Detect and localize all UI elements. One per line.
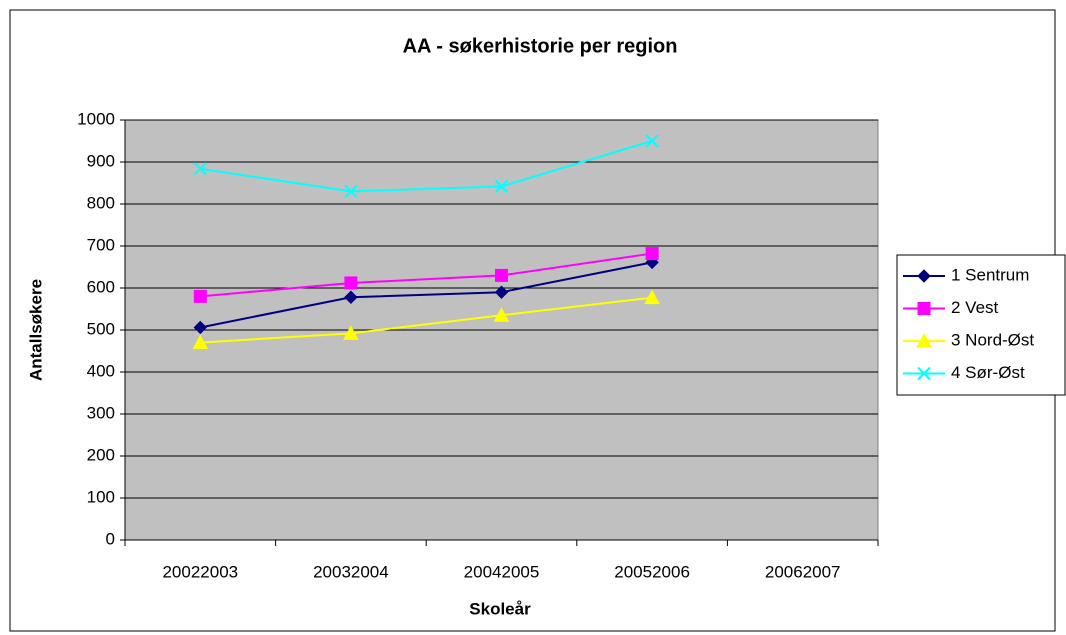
x-tick-label: 20032004 xyxy=(313,562,389,581)
series-line xyxy=(200,252,653,298)
data-point xyxy=(344,276,358,290)
series-line xyxy=(200,296,653,344)
y-axis-title: Antallsøkere xyxy=(26,279,45,381)
series-line xyxy=(200,261,653,329)
data-point xyxy=(494,179,509,194)
y-tick-label: 100 xyxy=(87,487,115,506)
y-tick-label: 900 xyxy=(87,151,115,170)
data-point xyxy=(645,247,659,261)
data-point xyxy=(344,184,358,199)
y-tick-label: 300 xyxy=(87,403,115,422)
chart-title: AA - søkerhistorie per region xyxy=(403,35,678,57)
data-point xyxy=(192,334,209,350)
y-tick-label: 400 xyxy=(87,361,115,380)
x-tick-label: 20062007 xyxy=(765,562,841,581)
legend-label: 2 Vest xyxy=(951,298,999,317)
legend-marker xyxy=(917,366,931,381)
x-axis-title: Skoleår xyxy=(469,599,531,618)
x-tick-label: 20052006 xyxy=(614,562,690,581)
data-point xyxy=(193,320,208,335)
data-point xyxy=(494,285,509,299)
legend-label: 3 Nord-Øst xyxy=(951,330,1034,349)
data-point xyxy=(493,307,510,322)
x-tick-label: 20022003 xyxy=(162,562,238,581)
series-line xyxy=(200,140,653,193)
data-point xyxy=(193,289,207,303)
legend-label: 1 Sentrum xyxy=(951,265,1029,284)
y-tick-label: 1000 xyxy=(77,109,115,128)
y-tick-label: 700 xyxy=(87,235,115,254)
y-tick-label: 500 xyxy=(87,319,115,338)
legend-marker xyxy=(917,302,931,315)
x-tick-label: 20042005 xyxy=(464,562,540,581)
data-point xyxy=(193,162,208,176)
y-tick-label: 0 xyxy=(106,529,115,548)
data-point xyxy=(343,325,359,340)
legend-marker xyxy=(916,332,932,348)
data-point xyxy=(344,290,358,304)
data-point xyxy=(645,134,659,148)
legend-label: 4 Sør-Øst xyxy=(951,363,1025,382)
data-point xyxy=(644,289,660,305)
data-point xyxy=(495,268,508,282)
y-tick-label: 200 xyxy=(87,445,115,464)
y-tick-label: 600 xyxy=(87,277,115,296)
y-tick-label: 800 xyxy=(87,193,115,212)
legend-marker xyxy=(917,269,931,283)
